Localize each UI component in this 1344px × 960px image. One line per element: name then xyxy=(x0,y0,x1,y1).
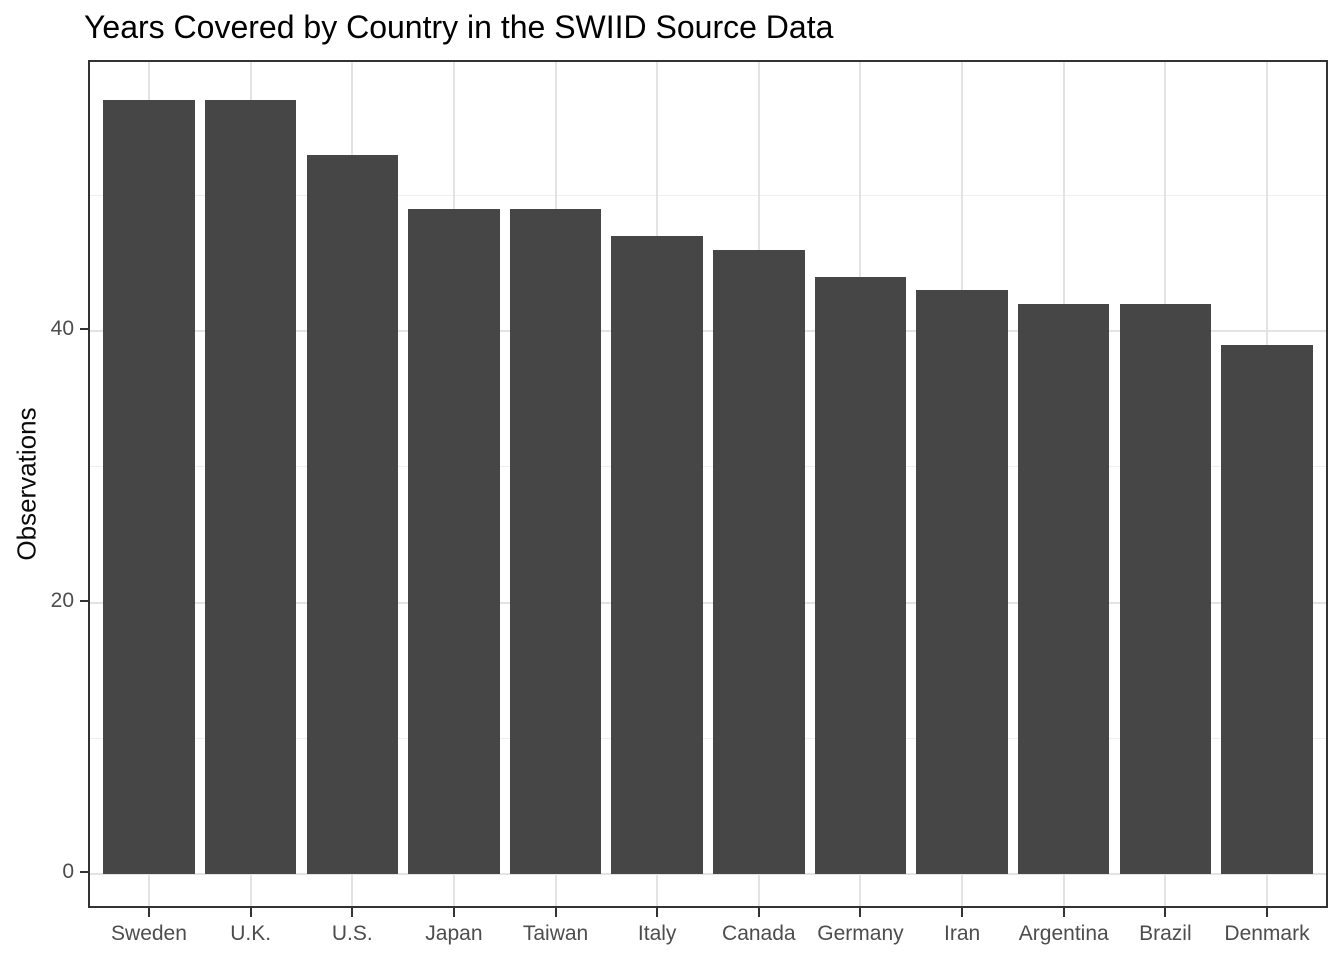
x-tick-sweden xyxy=(147,908,150,917)
y-tick-label-0: 0 xyxy=(62,860,74,883)
y-tick-0 xyxy=(80,871,88,873)
bar-iran xyxy=(916,290,1008,874)
x-tick-label-denmark: Denmark xyxy=(1224,922,1310,945)
major-gridline-y-40 xyxy=(90,330,1326,332)
bar-germany xyxy=(814,276,907,874)
x-tick-germany xyxy=(859,908,862,917)
x-tick-brazil xyxy=(1164,908,1167,917)
minor-gridline-y-50 xyxy=(90,194,1326,196)
x-tick-uk xyxy=(249,908,252,917)
x-tick-label-brazil: Brazil xyxy=(1139,922,1192,945)
x-tick-label-italy: Italy xyxy=(637,922,677,945)
major-gridline-y-20 xyxy=(90,601,1326,604)
bar-sweden xyxy=(103,100,195,874)
y-tick-label-40: 40 xyxy=(50,317,74,340)
x-tick-iran xyxy=(961,908,964,917)
x-tick-taiwan xyxy=(554,908,557,917)
bar-argentina xyxy=(1018,303,1110,874)
y-tick-40 xyxy=(80,328,88,330)
x-tick-us xyxy=(351,908,354,917)
x-tick-label-taiwan: Taiwan xyxy=(522,922,589,945)
bar-taiwan xyxy=(509,208,602,874)
major-gridline-y-0 xyxy=(90,873,1326,875)
minor-gridline-y-10 xyxy=(90,737,1326,739)
bar-uk xyxy=(204,100,297,874)
x-tick-label-sweden: Sweden xyxy=(111,922,187,945)
x-tick-japan xyxy=(452,908,455,917)
x-tick-argentina xyxy=(1062,908,1065,917)
bar-us xyxy=(306,154,398,874)
y-axis-title: Observations xyxy=(11,407,42,561)
plot-panel xyxy=(88,60,1328,908)
x-tick-italy xyxy=(656,908,659,917)
bar-canada xyxy=(713,249,805,874)
x-tick-label-canada: Canada xyxy=(722,922,796,945)
y-tick-20 xyxy=(80,599,88,602)
minor-gridline-y-30 xyxy=(90,466,1326,468)
x-tick-label-iran: Iran xyxy=(944,922,981,945)
bar-brazil xyxy=(1119,303,1212,874)
bar-japan xyxy=(408,208,500,874)
y-tick-label-20: 20 xyxy=(50,588,74,612)
x-tick-canada xyxy=(757,908,760,917)
bar-denmark xyxy=(1221,344,1313,874)
x-tick-label-uk: U.K. xyxy=(230,922,272,945)
x-tick-denmark xyxy=(1266,908,1269,917)
x-tick-label-us: U.S. xyxy=(331,922,373,945)
x-tick-label-japan: Japan xyxy=(425,922,483,945)
bar-italy xyxy=(611,235,703,874)
chart-title: Years Covered by Country in the SWIID So… xyxy=(84,9,834,45)
x-tick-label-argentina: Argentina xyxy=(1018,922,1109,945)
x-tick-label-germany: Germany xyxy=(817,922,904,945)
